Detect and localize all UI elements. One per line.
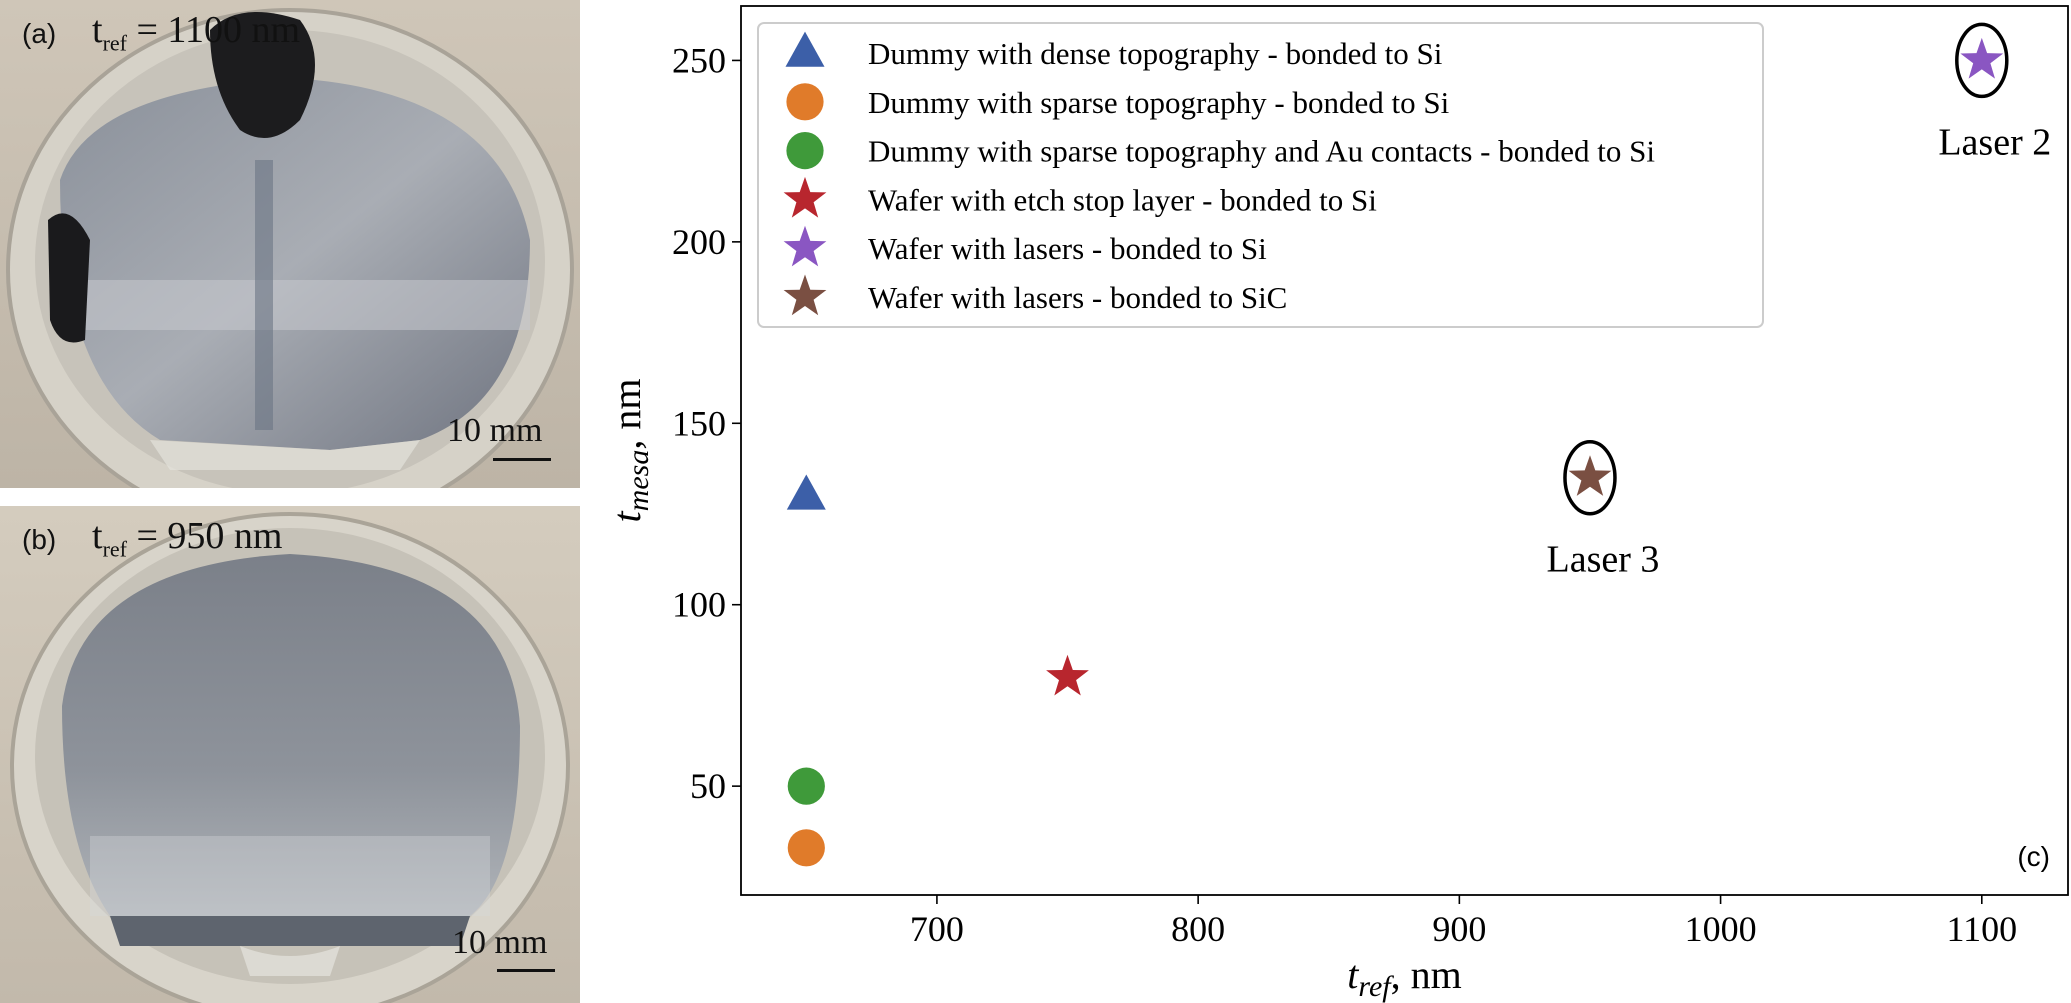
x-tick-label: 1000 xyxy=(1685,909,1757,949)
panel-b-scale-label: 10 mm xyxy=(452,924,548,961)
annotation-label: Laser 2 xyxy=(1938,121,2051,163)
data-point-series-3 xyxy=(787,767,825,805)
panel-b-scale-bar xyxy=(497,969,555,972)
panel-a-tag: (a) xyxy=(22,18,57,49)
legend-marker-1 xyxy=(785,31,825,67)
panel-c-tag: (c) xyxy=(2017,841,2050,872)
wafer-photo-b-image xyxy=(0,506,580,1003)
legend-label-2: Dummy with sparse topography - bonded to… xyxy=(868,85,1450,120)
annotation-label: Laser 3 xyxy=(1547,539,1660,581)
wafer-photo-b: (b) tref = 950 nm 10 mm xyxy=(0,506,580,1003)
panel-a-tref-value: = 1100 nm xyxy=(126,9,301,51)
plot-frame xyxy=(740,5,2069,896)
data-point-series-2 xyxy=(787,829,825,867)
x-tick-label: 700 xyxy=(910,909,964,949)
legend-marker-4 xyxy=(783,176,827,218)
panel-a-tref-prefix: t xyxy=(92,9,103,51)
panel-b-tag: (b) xyxy=(22,524,57,555)
panel-b-tref-value: = 950 nm xyxy=(126,515,283,557)
wafer-photo-a: (a) tref = 1100 nm 10 mm xyxy=(0,0,580,488)
legend-label-4: Wafer with etch stop layer - bonded to S… xyxy=(868,182,1377,217)
panel-b-tref-label: tref = 950 nm xyxy=(92,514,282,563)
legend-marker-5 xyxy=(783,225,827,267)
y-tick-label: 150 xyxy=(672,403,726,443)
panel-a-tref-sub: ref xyxy=(102,30,127,56)
legend-marker-6 xyxy=(783,274,827,316)
legend-label-3: Dummy with sparse topography and Au cont… xyxy=(868,134,1655,169)
panel-b-tref-sub: ref xyxy=(102,536,127,562)
wafer-photo-a-image xyxy=(0,0,580,488)
legend-marker-3 xyxy=(786,132,824,170)
annotation-ellipse xyxy=(1563,439,1617,516)
panel-a-scale-bar xyxy=(493,458,551,461)
panel-a-tref-label: tref = 1100 nm xyxy=(92,8,300,57)
y-tick-label: 100 xyxy=(672,585,726,625)
x-axis-label: tref, nm xyxy=(1347,952,1461,1003)
panel-a-scale-label: 10 mm xyxy=(447,412,543,449)
x-tick-label: 900 xyxy=(1432,909,1486,949)
annotation-ellipse xyxy=(1955,22,2009,99)
data-point-series-1 xyxy=(786,474,826,510)
data-point-series-4 xyxy=(1046,654,1089,696)
data-point-series-5 xyxy=(1960,37,2004,79)
legend-label-6: Wafer with lasers - bonded to SiC xyxy=(868,280,1287,315)
legend-box xyxy=(757,22,1764,328)
legend-label-1: Dummy with dense topography - bonded to … xyxy=(868,36,1443,71)
legend-marker-2 xyxy=(786,83,824,121)
panel-b-tref-prefix: t xyxy=(92,515,103,557)
x-tick-label: 1100 xyxy=(1946,909,2017,949)
data-point-series-6 xyxy=(1568,455,1612,496)
y-tick-label: 200 xyxy=(672,222,726,262)
y-tick-label: 250 xyxy=(672,40,726,80)
y-tick-label: 50 xyxy=(690,766,726,806)
y-axis-label: tmesa, nm xyxy=(604,379,655,523)
legend-label-5: Wafer with lasers - bonded to Si xyxy=(868,231,1267,266)
x-tick-label: 800 xyxy=(1171,909,1225,949)
